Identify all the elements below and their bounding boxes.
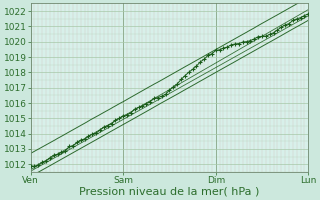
X-axis label: Pression niveau de la mer( hPa ): Pression niveau de la mer( hPa )	[79, 187, 260, 197]
